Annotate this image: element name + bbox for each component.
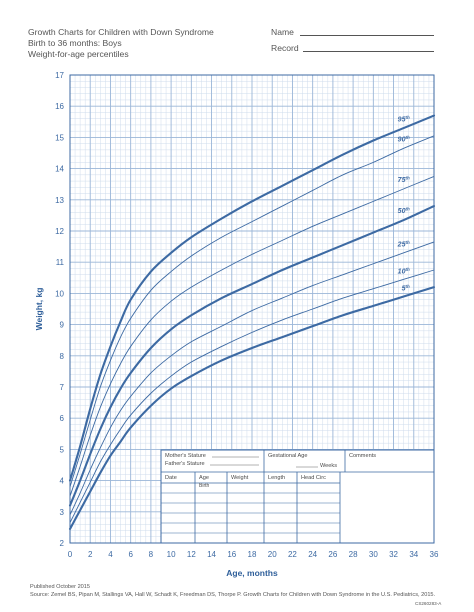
y-tick-label: 14 [55, 165, 64, 174]
published-note: Published October 2015 [30, 584, 91, 590]
x-tick-label: 22 [288, 550, 297, 559]
chart-title: Growth Charts for Children with Down Syn… [28, 27, 214, 37]
column-age-birth-label: Birth [199, 483, 210, 489]
record-field[interactable] [303, 51, 434, 52]
x-tick-label: 2 [88, 550, 93, 559]
y-tick-label: 13 [55, 196, 64, 205]
percentile-label-75th: 75th [398, 176, 410, 185]
percentile-curve-10th [69, 269, 435, 524]
gestational-age-label: Gestational Age [268, 453, 308, 459]
source-note: Source: Zemel BS, Pipan M, Stallings VA,… [30, 592, 436, 598]
x-tick-label: 30 [369, 550, 378, 559]
x-tick-label: 28 [349, 550, 358, 559]
percentile-curve-5th [68, 286, 436, 531]
y-tick-label: 10 [55, 289, 64, 298]
comments-label: Comments [349, 453, 376, 459]
y-tick-label: 12 [55, 227, 64, 236]
y-tick-labels: 2 3 4 5 6 7 8 9 10 11 12 13 14 15 16 17 [55, 71, 64, 548]
column-head-circ-label: Head Circ [301, 475, 326, 481]
percentile-curves [68, 114, 436, 531]
name-field[interactable] [300, 35, 434, 36]
x-tick-label: 12 [187, 550, 196, 559]
percentile-curve-75th [69, 175, 435, 497]
y-tick-label: 16 [55, 102, 64, 111]
x-tick-label: 0 [68, 550, 73, 559]
column-length-label: Length [268, 475, 285, 481]
percentile-curve-25th [69, 241, 435, 516]
x-tick-label: 10 [167, 550, 176, 559]
percentile-label-25th: 25th [397, 240, 410, 249]
column-age-label: Age [199, 475, 209, 481]
y-tick-label: 11 [56, 258, 65, 267]
y-tick-label: 6 [60, 414, 65, 423]
percentile-labels: 95th 90th 75th 50th 25th 10th 5th [397, 115, 410, 293]
percentile-label-10th: 10th [398, 267, 410, 276]
fathers-stature-label: Father's Stature [165, 461, 205, 467]
x-tick-label: 34 [409, 550, 418, 559]
y-tick-label: 8 [60, 352, 65, 361]
y-tick-label: 15 [55, 133, 64, 142]
record-label: Record [271, 43, 299, 53]
y-tick-label: 9 [60, 321, 65, 330]
y-tick-label: 3 [60, 508, 65, 517]
y-axis-label: Weight, kg [34, 288, 44, 331]
column-date-label: Date [165, 475, 177, 481]
measurement-record-form: Mother's Stature Father's Stature Gestatio… [160, 449, 435, 544]
name-label: Name [271, 27, 294, 37]
y-tick-label: 5 [60, 445, 65, 454]
percentile-label-50th: 50th [398, 206, 410, 215]
x-tick-label: 26 [328, 550, 337, 559]
percentile-curve-90th [69, 135, 435, 488]
x-tick-label: 6 [128, 550, 133, 559]
x-axis-label: Age, months [226, 568, 278, 578]
mothers-stature-label: Mother's Stature [165, 453, 206, 459]
x-tick-label: 16 [227, 550, 236, 559]
y-tick-label: 17 [55, 71, 64, 80]
percentile-label-95th: 95th [398, 115, 410, 124]
percentile-curve-95th [68, 114, 436, 482]
x-tick-label: 24 [308, 550, 317, 559]
weeks-label: Weeks [320, 463, 337, 469]
x-tick-label: 20 [268, 550, 277, 559]
x-tick-label: 32 [389, 550, 398, 559]
x-tick-label: 4 [108, 550, 113, 559]
x-tick-label: 14 [207, 550, 216, 559]
chart-subtitle-measure: Weight-for-age percentiles [28, 49, 129, 59]
x-tick-labels: 0 2 4 6 8 10 12 14 16 18 20 22 24 26 28 30 32 34 36 [68, 550, 439, 559]
chart-subtitle-age-range: Birth to 36 months: Boys [28, 38, 122, 48]
y-tick-label: 2 [60, 539, 65, 548]
column-weight-label: Weight [231, 475, 249, 481]
percentile-label-90th: 90th [398, 135, 410, 144]
x-tick-label: 8 [149, 550, 154, 559]
percentile-curve-50th [68, 204, 436, 507]
y-tick-label: 4 [60, 477, 65, 486]
document-code: CS260283-A [415, 601, 442, 606]
x-tick-label: 18 [248, 550, 257, 559]
x-tick-label: 36 [430, 550, 439, 559]
y-tick-label: 7 [60, 383, 65, 392]
percentile-label-5th: 5th [402, 284, 410, 293]
form-frame [160, 449, 435, 544]
